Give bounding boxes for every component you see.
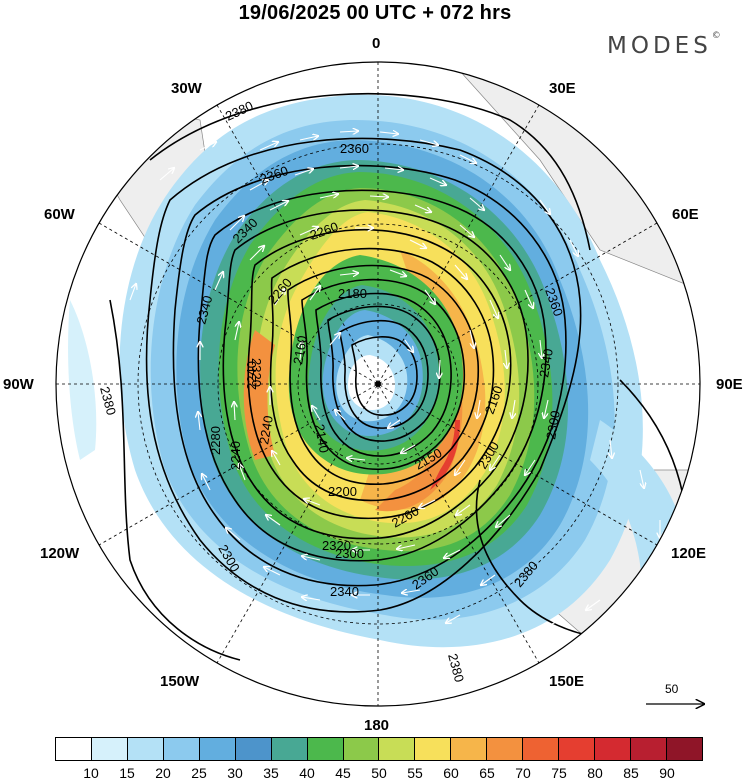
contour-label: 2300 (335, 546, 364, 561)
color-legend-tick-label: 85 (623, 765, 639, 781)
contour-label: 2240 (244, 361, 259, 390)
color-legend-tick-label: 55 (407, 765, 423, 781)
contour-label: 2340 (330, 584, 359, 599)
polar-map: 2380 2360 2360 2340 2340 2380 2260 2260 … (55, 61, 701, 707)
contour-2180 (327, 305, 441, 442)
contour-label: 2360 (340, 141, 369, 156)
color-swatch (595, 738, 631, 760)
color-legend-tick-label: 65 (479, 765, 495, 781)
contour-2200 (315, 292, 452, 457)
contour-label: 2380 (445, 652, 467, 684)
color-swatch (127, 738, 164, 760)
color-legend-tick-label: 50 (371, 765, 387, 781)
color-swatch (523, 738, 560, 760)
color-swatch (91, 738, 128, 760)
brand-logo: MODES© (607, 31, 721, 59)
contour-label: 2280 (208, 426, 223, 455)
contour-2280 (247, 228, 512, 520)
color-legend-tick-label: 15 (119, 765, 135, 781)
color-swatch (163, 738, 200, 760)
lon-label-90w: 90W (3, 376, 34, 393)
color-legend-tick-label: 20 (155, 765, 171, 781)
color-legend-tick-label: 90 (659, 765, 675, 781)
lon-label-30e: 30E (549, 80, 576, 97)
color-legend-tick-label: 60 (443, 765, 459, 781)
contour-label: 2380 (97, 385, 119, 417)
color-swatch (235, 738, 272, 760)
color-swatch (379, 738, 416, 760)
color-legend-tick-label: 40 (299, 765, 315, 781)
color-legend-tick-label: 45 (335, 765, 351, 781)
lon-label-60e: 60E (672, 206, 699, 223)
color-legend-tick-label: 25 (191, 765, 207, 781)
contour-2340 (172, 164, 567, 587)
color-swatch (487, 738, 524, 760)
lon-label-90e: 90E (716, 376, 743, 393)
lon-label-150w: 150W (160, 673, 200, 690)
color-legend-tick-label: 30 (227, 765, 243, 781)
color-legend-tick-label: 75 (551, 765, 567, 781)
color-legend-bar (55, 737, 703, 761)
contour-label: 2320 (249, 358, 264, 387)
color-swatch (199, 738, 236, 760)
color-swatch (559, 738, 596, 760)
contour-label: 2340 (536, 347, 556, 378)
contour-2300 (222, 209, 529, 540)
contour-label: 2180 (338, 286, 367, 301)
contour-2220 (301, 278, 466, 471)
color-swatch (307, 738, 344, 760)
brand-name: MODES (607, 33, 712, 59)
reference-vector-label: 50 (665, 682, 679, 696)
color-legend-tick-label: 35 (263, 765, 279, 781)
contour-label: 2300 (543, 409, 563, 440)
wind-speed-shading (56, 62, 700, 706)
lon-label-150e: 150E (549, 673, 585, 690)
brand-copyright-mark: © (711, 31, 721, 41)
right-arrow-icon (646, 680, 710, 712)
contour-label: 2200 (328, 484, 357, 499)
color-legend-tick-label: 80 (587, 765, 603, 781)
color-swatch (343, 738, 380, 760)
contour-2160 (339, 319, 429, 429)
contour-label: 2240 (256, 414, 276, 445)
lon-label-120e: 120E (671, 545, 707, 562)
color-swatch (271, 738, 308, 760)
lon-label-60w: 60W (44, 206, 75, 223)
contour-label: 2340 (193, 294, 215, 326)
color-swatch (56, 738, 92, 760)
lon-label-120w: 120W (40, 545, 80, 562)
color-swatch (666, 738, 702, 760)
color-swatch (415, 738, 452, 760)
color-swatch (451, 738, 488, 760)
contour-label: 2240 (228, 441, 243, 470)
lon-label-0: 0 (372, 35, 381, 52)
map-boundary (55, 61, 701, 707)
pole-marker (375, 381, 381, 387)
contour-2380 (109, 92, 591, 661)
contour-2360 (145, 137, 582, 613)
contour-label: 2320 (322, 538, 351, 553)
contour-2320 (197, 189, 547, 562)
color-swatch (631, 738, 667, 760)
contour-2140 (351, 336, 418, 416)
contour-2260 (269, 247, 495, 502)
contour-label: 2140 (312, 423, 332, 454)
color-legend-tick-label: 10 (83, 765, 99, 781)
lon-label-180: 180 (364, 717, 390, 734)
color-legend-labels: 10 15 20 25 30 35 40 45 50 55 60 65 70 75 80 85 90 (55, 765, 703, 782)
color-legend-tick-label: 70 (515, 765, 531, 781)
contour-2240 (287, 264, 480, 486)
lon-label-30w: 30W (171, 80, 202, 97)
map-title: 19/06/2025 00 UTC + 072 hrs (238, 2, 512, 24)
contour-label: 2160 (290, 334, 310, 365)
